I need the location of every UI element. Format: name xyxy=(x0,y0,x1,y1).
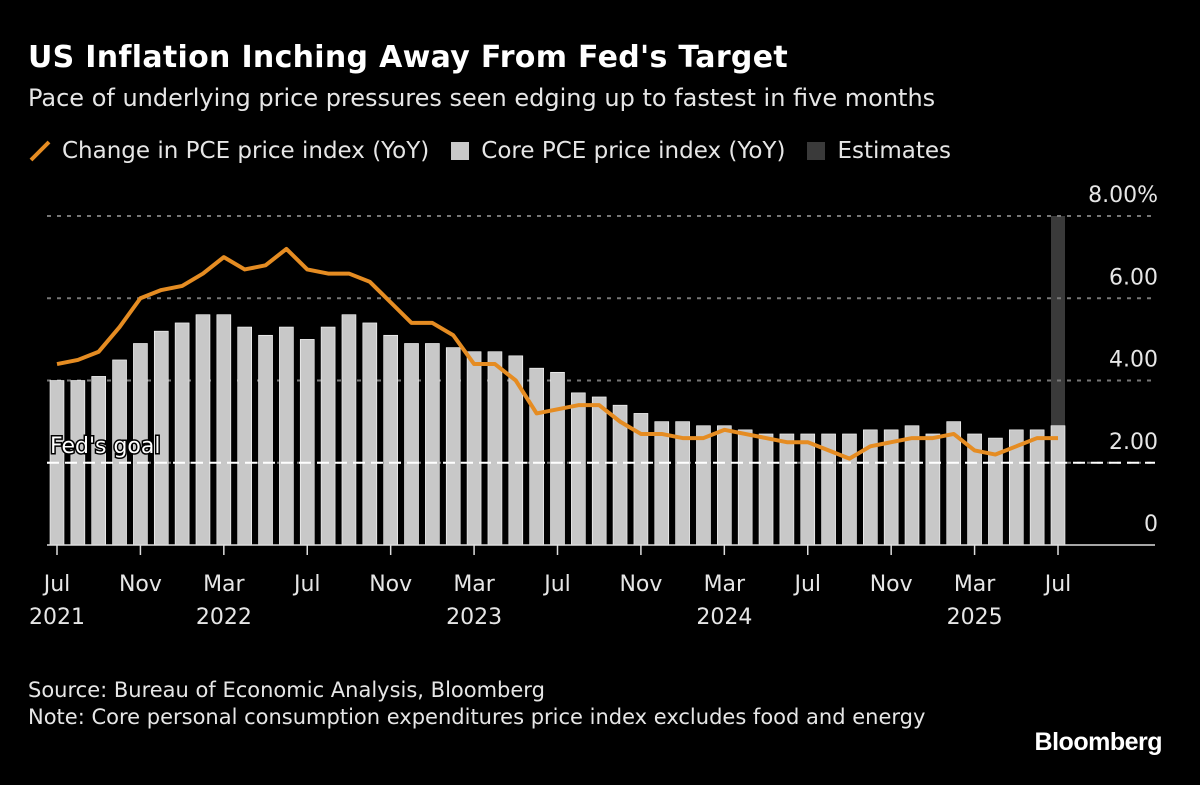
core-pce-bar xyxy=(216,314,232,546)
core-pce-bar xyxy=(279,326,294,546)
core-pce-bar xyxy=(654,421,670,546)
core-pce-bar xyxy=(779,433,795,546)
y-tick-label: 6.00 xyxy=(1109,265,1158,290)
core-pce-bar xyxy=(404,343,419,546)
legend-label: Core PCE price index (YoY) xyxy=(481,138,786,164)
core-pce-bar xyxy=(299,339,315,546)
legend-item-core: Core PCE price index (YoY) xyxy=(451,138,785,164)
y-tick-label: 8.00% xyxy=(1088,183,1158,208)
core-pce-bar xyxy=(1029,429,1045,546)
x-tick-month: Nov xyxy=(619,572,662,597)
core-pce-bar xyxy=(466,351,482,546)
chart-title: US Inflation Inching Away From Fed's Tar… xyxy=(28,40,788,75)
core-pce-bar xyxy=(842,433,857,546)
x-tick-month: Nov xyxy=(870,572,913,597)
x-tick-month: Nov xyxy=(369,572,412,597)
x-tick-year: 2023 xyxy=(446,605,502,630)
x-tick-year: 2022 xyxy=(196,605,252,630)
core-pce-bar xyxy=(800,433,816,546)
source-text: Source: Bureau of Economic Analysis, Blo… xyxy=(28,678,545,702)
x-tick-month: Mar xyxy=(453,572,495,597)
source-note: Source: Bureau of Economic Analysis, Blo… xyxy=(28,677,928,731)
x-tick-month: Jul xyxy=(1043,572,1072,597)
pce-line xyxy=(56,246,1058,461)
core-pce-bar xyxy=(258,334,273,546)
core-pce-bar xyxy=(341,314,357,546)
x-tick-month: Nov xyxy=(119,572,162,597)
bar-swatch-icon xyxy=(807,142,826,160)
x-tick-month: Jul xyxy=(42,572,71,597)
legend-label: Estimates xyxy=(837,138,952,164)
core-pce-bar xyxy=(362,322,378,546)
x-tick-month: Jul xyxy=(292,572,321,597)
y-tick-label: 0 xyxy=(1144,512,1158,537)
core-pce-bar xyxy=(675,421,690,546)
core-pce-bar xyxy=(487,351,503,546)
x-tick-month: Mar xyxy=(954,572,996,597)
core-pce-bar xyxy=(237,326,252,546)
core-pce-bar xyxy=(571,392,586,546)
legend: Change in PCE price index (YoY) Core PCE… xyxy=(28,138,973,164)
core-pce-bar xyxy=(91,376,107,546)
bar-swatch-icon xyxy=(451,142,470,160)
x-tick-year: 2024 xyxy=(696,605,752,630)
core-pce-bar xyxy=(174,322,190,546)
core-pce-bar xyxy=(383,334,398,546)
legend-item-estimates: Estimates xyxy=(807,138,951,164)
core-pce-bar xyxy=(696,425,711,546)
y-tick-label: 2.00 xyxy=(1109,430,1158,455)
core-pce-bar xyxy=(550,371,565,546)
x-tick-month: Mar xyxy=(203,572,245,597)
core-pce-bar xyxy=(425,343,440,546)
core-pce-bar xyxy=(195,314,211,546)
core-pce-bar xyxy=(445,347,461,546)
core-pce-bar xyxy=(883,429,899,546)
x-tick-month: Mar xyxy=(704,572,746,597)
core-pce-bar xyxy=(925,433,941,546)
core-pce-bar xyxy=(717,425,732,546)
bloomberg-logo: Bloomberg xyxy=(1034,728,1163,756)
chart-subtitle: Pace of underlying price pressures seen … xyxy=(28,84,936,112)
x-tick-month: Jul xyxy=(792,572,821,597)
legend-item-pce: Change in PCE price index (YoY) xyxy=(28,138,429,164)
core-pce-bar xyxy=(758,433,774,546)
x-tick-year: 2021 xyxy=(29,605,85,630)
y-tick-label: 4.00 xyxy=(1109,348,1158,373)
core-pce-bar xyxy=(529,367,544,546)
core-pce-bar xyxy=(591,396,607,546)
note-text: Note: Core personal consumption expendit… xyxy=(28,705,926,729)
core-pce-bar xyxy=(1050,425,1066,546)
x-tick-year: 2025 xyxy=(947,605,1003,630)
core-pce-bar xyxy=(320,326,336,546)
x-tick-month: Jul xyxy=(542,572,571,597)
core-pce-bar xyxy=(904,425,920,546)
legend-label: Change in PCE price index (YoY) xyxy=(62,138,430,164)
line-swatch-icon xyxy=(29,140,51,162)
core-pce-bar xyxy=(737,429,753,546)
fed-goal-label: Fed's goal xyxy=(50,434,160,459)
